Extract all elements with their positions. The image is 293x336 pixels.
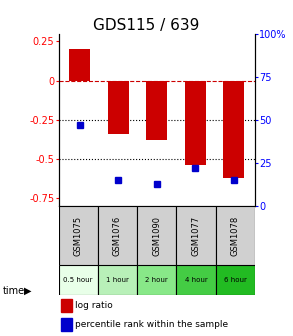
Bar — [185, 81, 206, 165]
Bar — [216, 206, 255, 265]
Bar — [61, 299, 71, 312]
Bar — [137, 265, 176, 295]
Text: time: time — [3, 286, 25, 296]
Text: 1 hour: 1 hour — [106, 277, 129, 283]
Text: GSM1076: GSM1076 — [113, 215, 122, 256]
Text: GSM1075: GSM1075 — [74, 216, 83, 256]
Bar — [146, 81, 167, 140]
Text: GSM1077: GSM1077 — [192, 215, 200, 256]
Bar — [108, 81, 129, 134]
Bar — [98, 206, 137, 265]
Bar — [137, 206, 176, 265]
Text: 2 hour: 2 hour — [145, 277, 168, 283]
Text: percentile rank within the sample: percentile rank within the sample — [75, 320, 228, 329]
Text: log ratio: log ratio — [75, 301, 113, 310]
Text: 0.5 hour: 0.5 hour — [64, 277, 93, 283]
Bar — [98, 265, 137, 295]
Text: 6 hour: 6 hour — [224, 277, 247, 283]
Text: 4 hour: 4 hour — [185, 277, 207, 283]
Text: GDS115 / 639: GDS115 / 639 — [93, 18, 200, 34]
Bar — [176, 206, 216, 265]
Text: GSM1078: GSM1078 — [231, 215, 240, 256]
Bar — [216, 265, 255, 295]
Bar — [223, 81, 244, 178]
Bar — [61, 318, 71, 331]
Bar — [176, 265, 216, 295]
Text: GSM1090: GSM1090 — [152, 216, 161, 256]
Text: ▶: ▶ — [24, 286, 31, 296]
Bar — [59, 265, 98, 295]
Bar — [69, 49, 90, 81]
Bar — [59, 206, 98, 265]
